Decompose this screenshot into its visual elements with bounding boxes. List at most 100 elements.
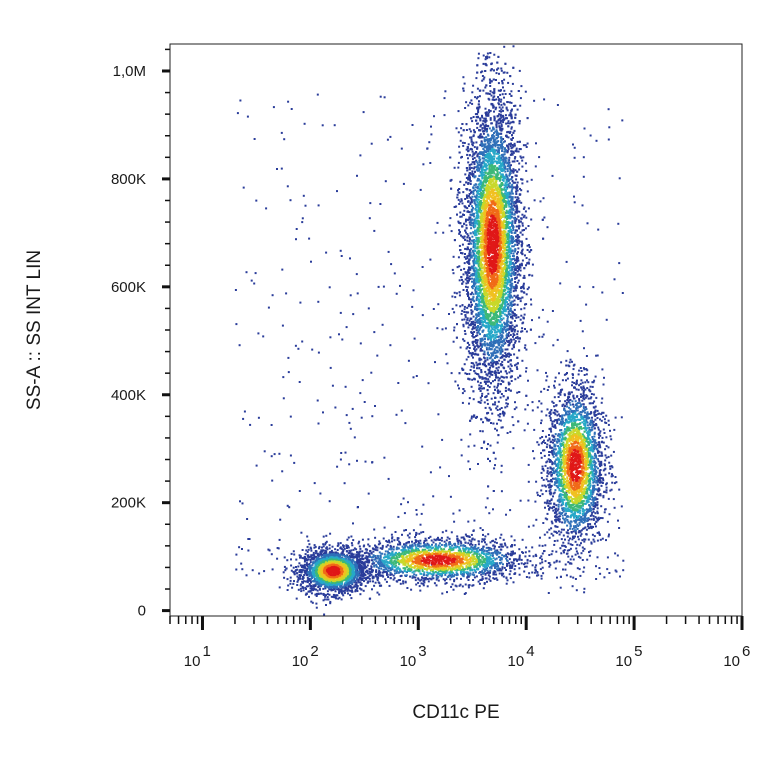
event-dot [589,397,592,400]
event-dot [478,375,481,378]
event-dot [497,102,500,105]
event-dot [470,542,473,545]
event-dot [350,549,353,552]
event-dot [434,543,437,546]
event-dot [582,392,585,395]
event-dot [517,266,520,269]
event-dot [580,403,583,406]
event-dot [508,165,511,168]
event-dot [541,484,544,487]
event-dot [512,562,515,565]
event-dot [547,480,550,483]
event-dot [464,107,467,109]
event-dot [464,541,467,544]
event-dot [454,584,457,587]
event-dot [241,502,244,505]
event-dot [595,498,598,501]
event-dot [593,435,596,438]
event-dot [507,383,510,386]
event-dot [513,325,516,328]
event-dot [483,130,486,133]
event-dot [440,536,443,539]
event-dot [308,565,311,568]
event-dot [500,348,503,351]
event-dot [508,167,511,170]
event-dot [489,370,492,373]
event-dot [477,331,480,334]
event-dot [373,528,376,531]
event-dot [334,548,337,551]
event-dot [494,396,496,399]
event-dot [468,193,471,195]
event-dot [331,384,334,387]
event-dot [513,568,516,571]
event-dot [468,378,471,381]
event-dot [611,466,614,469]
event-dot [329,600,332,603]
event-dot [585,303,588,306]
event-dot [524,408,527,411]
event-dot [512,346,515,349]
event-dot [517,150,520,153]
event-dot [469,433,472,436]
event-dot [506,432,509,434]
event-dot [361,571,364,573]
event-dot [545,478,548,481]
event-dot [585,528,588,531]
event-dot [481,75,484,77]
event-dot [519,374,522,377]
event-dot [506,186,509,189]
event-dot [551,522,554,525]
event-dot [487,457,489,460]
event-dot [468,154,471,157]
event-dot [516,181,519,184]
event-dot [474,339,477,341]
event-dot [551,462,554,464]
event-dot [457,166,460,169]
event-dot [425,539,428,542]
event-dot [453,329,456,332]
event-dot [328,500,331,503]
event-dot [324,541,327,544]
event-dot [498,359,501,362]
event-dot [448,543,451,546]
event-dot [531,319,533,322]
event-dot [556,576,558,579]
event-dot [357,578,360,581]
event-dot [584,538,587,541]
event-dot [510,380,513,382]
event-dot [336,549,339,551]
event-dot [402,497,405,500]
event-dot [584,388,587,391]
event-dot [477,325,480,328]
event-dot [551,467,554,470]
event-dot [482,421,484,424]
event-dot [365,577,368,579]
event-dot [392,578,395,581]
event-dot [299,577,302,580]
event-dot [356,556,359,559]
event-dot [618,488,621,491]
event-dot [306,580,309,583]
event-dot [512,45,515,48]
event-dot [503,150,506,153]
event-dot [496,409,499,411]
event-dot [490,129,493,132]
event-dot [460,134,463,137]
event-dot [419,579,422,582]
event-dot [467,178,470,181]
event-dot [483,363,486,366]
event-dot [522,291,525,294]
event-dot [433,115,435,118]
event-dot [472,366,475,369]
event-dot [306,576,309,579]
event-dot [522,316,525,319]
event-dot [379,547,382,550]
event-dot [376,576,379,579]
event-dot [371,559,373,562]
event-dot [596,443,599,446]
event-dot [481,575,484,578]
event-dot [309,581,312,584]
event-dot [579,393,582,396]
